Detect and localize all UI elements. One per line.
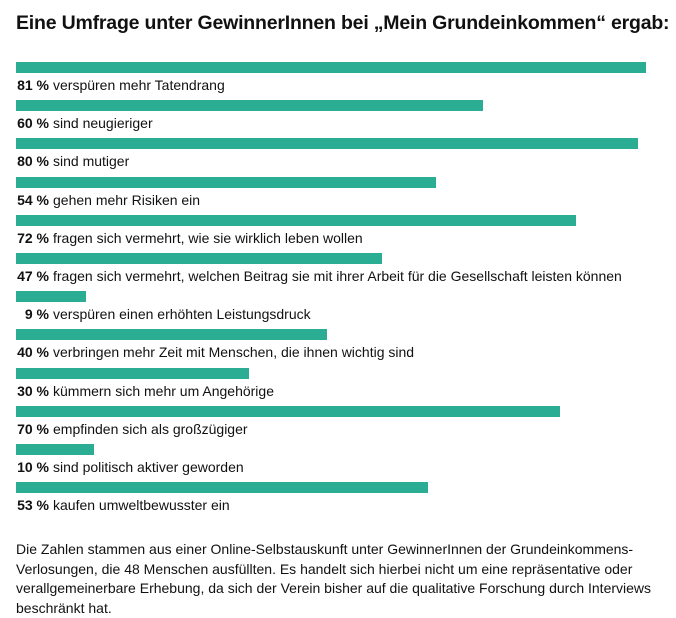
bar-label: 47 % fragen sich vermehrt, welchen Beitra…	[16, 268, 622, 284]
bar-1	[16, 62, 646, 73]
bar-label: 60 % sind neugieriger	[16, 115, 153, 131]
bar-category-label: fragen sich vermehrt, wie sie wirklich l…	[53, 229, 363, 246]
bar-value-label: 72 %	[17, 229, 49, 246]
bar-category-label: kümmern sich mehr um Angehörige	[53, 382, 274, 399]
bar-value-label: 30 %	[17, 382, 49, 399]
chart-row: 81 % verspüren mehr Tatendrang	[16, 62, 646, 100]
bar-category-label: kaufen umweltbewusster ein	[53, 497, 230, 514]
bar-value-label: 47 %	[17, 267, 49, 284]
bar-3	[16, 138, 639, 150]
bar-value-label: 9 %	[24, 306, 49, 323]
bar-category-label: empfinden sich als großzügiger	[53, 420, 248, 437]
bar-category-label: verspüren mehr Tatendrang	[53, 77, 225, 93]
bar-category-label: sind politisch aktiver geworden	[53, 458, 244, 475]
footnote: Die Zahlen stammen aus einer Online-Selb…	[16, 541, 652, 616]
chart-row: 80 % sind mutiger	[16, 138, 646, 176]
bar-11	[16, 443, 94, 455]
chart-row: 53 % kaufen umweltbewusster ein	[16, 482, 646, 520]
chart-title: Eine Umfrage unter GewinnerInnen bei „Me…	[16, 12, 670, 34]
bar-label: 72 % fragen sich vermehrt, wie sie wirkli…	[16, 230, 363, 246]
bar-8	[16, 329, 328, 341]
chart-row: 40 % verbringen mehr Zeit mit Menschen, d…	[16, 329, 646, 367]
bar-category-label: sind neugieriger	[53, 115, 153, 132]
chart-row: 9 % verspüren einen erhöhten Leistungsdru…	[16, 291, 646, 329]
bar-value-label: 70 %	[17, 420, 49, 437]
bar-label: 9 % verspüren einen erhöhten Leistungsdru…	[16, 306, 311, 322]
bar-10	[16, 405, 561, 417]
bar-label: 54 % gehen mehr Risiken ein	[16, 192, 200, 208]
bar-value-label: 54 %	[17, 191, 49, 208]
bar-value-label: 81 %	[17, 77, 49, 93]
bar-category-label: sind mutiger	[53, 153, 130, 170]
bar-9	[16, 367, 250, 379]
bar-4	[16, 176, 436, 188]
bar-value-label: 10 %	[17, 458, 49, 475]
chart-row: 47 % fragen sich vermehrt, welchen Beitra…	[16, 252, 646, 291]
bar-2	[16, 100, 483, 112]
bar-value-label: 53 %	[17, 497, 49, 514]
bar-5	[16, 214, 576, 226]
bar-category-label: verbringen mehr Zeit mit Menschen, die i…	[53, 344, 415, 361]
bar-6	[16, 252, 382, 264]
bar-label: 10 % sind politisch aktiver geworden	[16, 459, 244, 475]
bar-value-label: 80 %	[17, 153, 49, 170]
bar-label: 70 % empfinden sich als großzügiger	[16, 420, 248, 437]
bar-label: 53 % kaufen umweltbewusster ein	[16, 497, 230, 513]
bar-label: 30 % kümmern sich mehr um Angehörige	[16, 383, 274, 399]
bar-7	[16, 291, 86, 303]
bar-category-label: verspüren einen erhöhten Leistungsdruck	[53, 306, 311, 323]
bar-value-label: 40 %	[17, 344, 49, 361]
chart-row: 30 % kümmern sich mehr um Angehörige	[16, 367, 646, 406]
chart-row: 60 % sind neugieriger	[16, 100, 646, 138]
bar-category-label: gehen mehr Risiken ein	[53, 191, 201, 208]
bar-value-label: 60 %	[17, 115, 49, 132]
bar-category-label: fragen sich vermehrt, welchen Beitrag si…	[53, 267, 622, 284]
chart-row: 72 % fragen sich vermehrt, wie sie wirkli…	[16, 214, 646, 253]
bar-label: 40 % verbringen mehr Zeit mit Menschen, d…	[16, 344, 414, 360]
bar-label: 80 % sind mutiger	[16, 153, 129, 169]
bar-12	[16, 482, 429, 494]
chart-row: 54 % gehen mehr Risiken ein	[16, 176, 646, 215]
chart-row: 70 % empfinden sich als großzügiger	[16, 405, 646, 444]
chart-row: 10 % sind politisch aktiver geworden	[16, 443, 646, 482]
bar-label: 81 % verspüren mehr Tatendrang	[16, 77, 225, 93]
bar-chart: 81 % verspüren mehr Tatendrang 60 % sind ne…	[16, 62, 646, 520]
